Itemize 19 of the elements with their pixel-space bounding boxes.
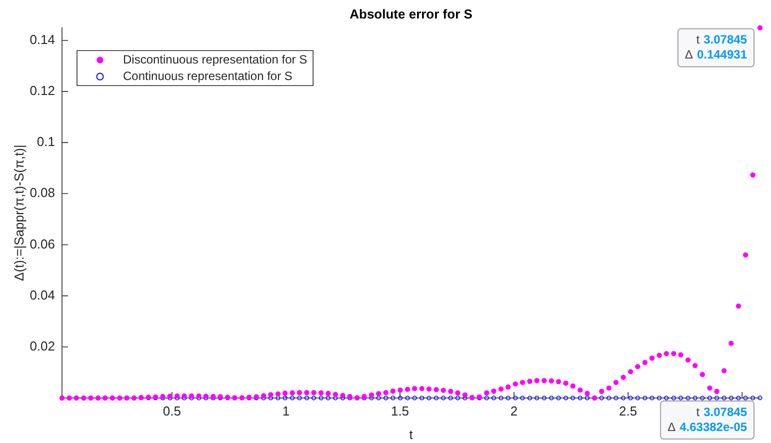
x-tick-label: 1.5 bbox=[390, 403, 410, 418]
y-tick-label: 0.12 bbox=[30, 83, 55, 98]
x-axis-title: t bbox=[409, 426, 414, 442]
x-tick-label: 2 bbox=[510, 403, 518, 418]
x-tick-label: 1 bbox=[282, 403, 290, 418]
y-tick-label: 0.02 bbox=[30, 338, 55, 354]
text: t 3.07845 Δ 4.63382e-05 bbox=[668, 404, 748, 434]
x-tick-label: 0.5 bbox=[162, 403, 181, 418]
chart-title: Absolute error for S bbox=[350, 6, 473, 22]
y-axis-title: Δ(t):=|Sappr(π,t)-S(π,t)| bbox=[11, 144, 26, 281]
legend-label: Continuous representation for S bbox=[123, 68, 292, 83]
legend-label: Discontinuous representation for S bbox=[123, 52, 308, 66]
y-tick-label: 0.04 bbox=[30, 287, 55, 302]
y-tick-label: 0.08 bbox=[30, 185, 55, 200]
y-tick-label: 0.1 bbox=[36, 134, 55, 150]
x-tick-label: 2.5 bbox=[619, 403, 638, 418]
y-tick-label: 0.06 bbox=[30, 236, 55, 252]
annotation: t 3.07845 Δ 0.144931 bbox=[684, 32, 748, 62]
y-tick-label: 0.14 bbox=[30, 32, 55, 47]
